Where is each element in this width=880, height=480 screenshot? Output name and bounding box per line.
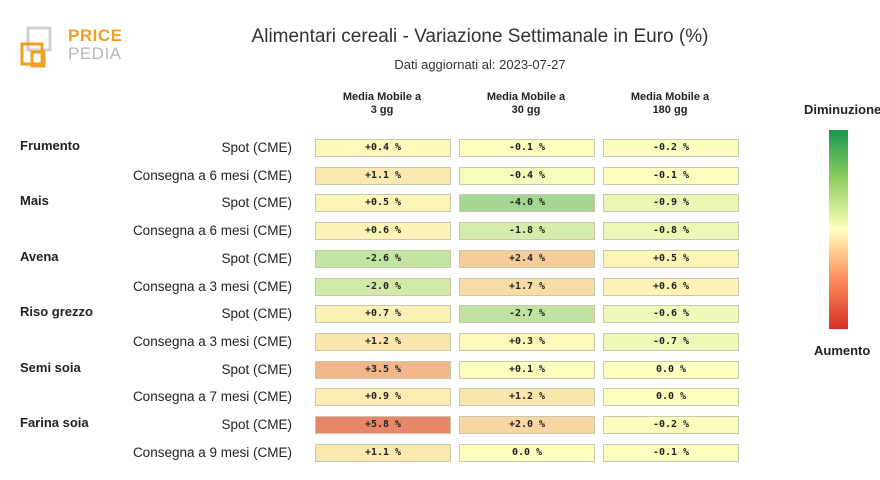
heatmap-cell: -2.0 % [315, 277, 451, 296]
column-header-3: Media Mobile a 180 gg [590, 91, 750, 117]
chart-title: Alimentari cereali - Variazione Settiman… [251, 26, 709, 47]
chart-subtitle: Dati aggiornati al: 2023-07-27 [394, 57, 566, 72]
heatmap-cell: +0.6 % [315, 222, 451, 241]
heatmap-cell: -0.1 % [603, 166, 739, 185]
heatmap-cell: -1.8 % [459, 222, 595, 241]
row-label: Consegna a 3 mesi (CME) [132, 333, 292, 349]
row-label: Consegna a 3 mesi (CME) [132, 278, 292, 294]
row-label: Spot (CME) [221, 140, 292, 155]
heatmap-cell: +0.3 % [459, 332, 595, 351]
group-label: Farina soia [20, 415, 89, 430]
heatmap-cell: +2.4 % [459, 249, 595, 268]
heatmap-cell: +1.1 % [315, 443, 451, 462]
legend-color-bar [829, 130, 848, 329]
column-header-line2: 3 gg [370, 104, 394, 116]
group-label: Semi soia [20, 359, 81, 375]
column-header-line1: Media Mobile a [486, 91, 566, 103]
heatmap-cell: -2.7 % [459, 305, 595, 324]
heatmap-cell: -0.6 % [603, 305, 739, 324]
row-label: Spot (CME) [221, 361, 292, 377]
row-label: Consegna a 6 mesi (CME) [132, 223, 292, 239]
heatmap-cell: -4.0 % [459, 194, 595, 213]
heatmap-cell: +3.5 % [315, 360, 451, 379]
row-label: Spot (CME) [221, 250, 292, 266]
heatmap-cell: -0.4 % [459, 166, 595, 185]
row-label: Spot (CME) [221, 195, 292, 211]
heatmap-cell: -0.2 % [603, 416, 739, 434]
heatmap-cell: +0.6 % [603, 277, 739, 296]
heatmap-cell: 0.0 % [603, 360, 739, 379]
heatmap-cell: -2.6 % [315, 249, 451, 268]
heatmap-cell: +1.7 % [459, 277, 595, 296]
column-header-line2: 30 gg [511, 104, 541, 116]
heatmap-cell: -0.2 % [603, 139, 739, 157]
heatmap-cell: -0.9 % [603, 194, 739, 213]
heatmap-cell: +1.2 % [459, 388, 595, 407]
heatmap-cell: 0.0 % [459, 443, 595, 462]
column-header-line1: Media Mobile a [630, 91, 710, 103]
row-label: Spot (CME) [221, 417, 292, 432]
column-header-line2: 180 gg [652, 104, 688, 116]
heatmap-cell: +0.9 % [315, 388, 451, 407]
column-header-line1: Media Mobile a [342, 91, 422, 103]
group-label: Avena [20, 248, 59, 264]
heatmap-cell: +0.4 % [315, 139, 451, 157]
column-header-2: Media Mobile a 30 gg [446, 91, 606, 117]
group-label: Mais [20, 193, 49, 209]
heatmap-cell: -0.8 % [603, 222, 739, 241]
heatmap-cell: +0.1 % [459, 360, 595, 379]
row-label: Spot (CME) [221, 306, 292, 322]
heatmap-cell: +5.8 % [315, 416, 451, 434]
legend-label-decrease: Diminuzione [804, 102, 880, 117]
heatmap-cell: +1.2 % [315, 332, 451, 351]
heatmap-cell: +1.1 % [315, 166, 451, 185]
row-label: Consegna a 7 mesi (CME) [132, 389, 292, 405]
heatmap-cell: -0.1 % [603, 443, 739, 462]
logo-mark-icon [20, 26, 52, 68]
heatmap-cell: +0.5 % [603, 249, 739, 268]
legend-label-increase: Aumento [814, 343, 871, 358]
pricepedia-logo: PRICE PEDIA [18, 22, 138, 74]
row-label: Consegna a 9 mesi (CME) [132, 444, 292, 460]
group-label: Frumento [20, 138, 80, 153]
heatmap-cell: -0.7 % [603, 332, 739, 351]
heatmap-cell: +0.5 % [315, 194, 451, 213]
row-label: Consegna a 6 mesi (CME) [132, 167, 292, 183]
heatmap-cell: 0.0 % [603, 388, 739, 407]
logo-text-pedia: PEDIA [68, 44, 122, 63]
heatmap-cell: +0.7 % [315, 305, 451, 324]
heatmap-cell: -0.1 % [459, 139, 595, 157]
heatmap-cell: +2.0 % [459, 416, 595, 434]
group-label: Riso grezzo [20, 304, 93, 320]
logo-text-price: PRICE [68, 26, 123, 45]
